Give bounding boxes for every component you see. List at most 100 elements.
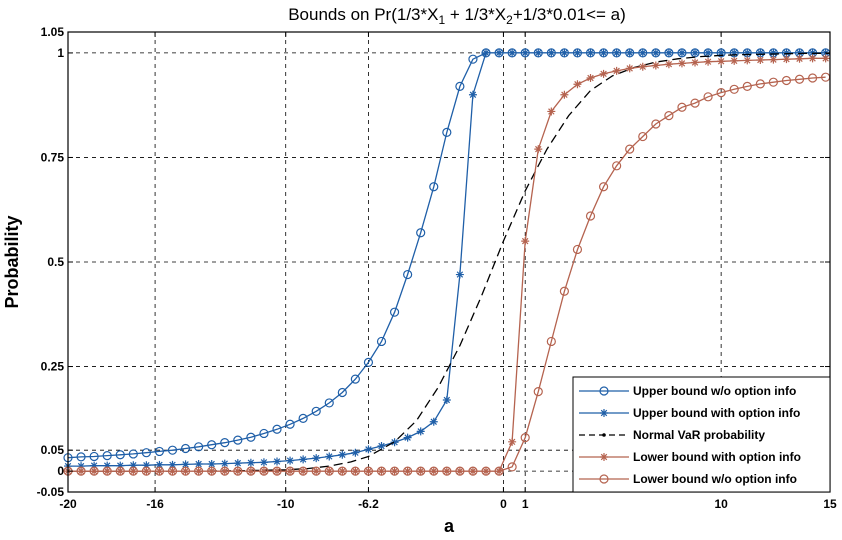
data-point	[560, 48, 569, 57]
data-point	[155, 460, 164, 469]
data-point	[272, 466, 282, 476]
data-point	[704, 48, 713, 57]
data-point	[651, 48, 660, 57]
data-point	[598, 182, 609, 192]
series-layer	[63, 48, 831, 476]
data-point	[141, 448, 151, 458]
data-point	[546, 336, 556, 347]
y-tick-label: 0.5	[47, 255, 64, 269]
y-axis-label: Probability	[2, 215, 22, 308]
data-point	[651, 61, 660, 70]
data-point	[299, 455, 308, 464]
data-point	[376, 466, 387, 476]
data-point	[116, 461, 125, 470]
data-point	[612, 66, 621, 75]
data-point	[429, 417, 438, 426]
data-point	[638, 48, 647, 57]
data-point	[285, 419, 295, 429]
data-point	[207, 466, 217, 476]
data-point	[586, 48, 595, 57]
data-point	[337, 466, 347, 476]
legend-label: Lower bound with option info	[633, 450, 801, 464]
data-point	[363, 466, 374, 476]
data-point	[154, 466, 165, 476]
x-tick-label: 15	[823, 497, 837, 511]
data-point	[220, 466, 230, 476]
data-point	[154, 446, 165, 457]
data-point	[129, 461, 138, 470]
data-point	[481, 466, 491, 476]
data-point	[585, 211, 596, 221]
data-point	[782, 48, 791, 57]
data-point	[181, 460, 190, 469]
title-text: + 1/3*X	[445, 5, 506, 24]
data-point	[703, 92, 713, 102]
data-point	[468, 54, 478, 64]
data-point	[286, 456, 295, 465]
data-point	[768, 77, 778, 87]
data-point	[442, 127, 452, 137]
data-point	[350, 374, 360, 384]
legend-marker	[600, 453, 608, 461]
legend: Upper bound w/o option info Upper bound w…	[572, 376, 831, 493]
data-point	[730, 56, 739, 65]
data-point	[691, 58, 700, 67]
data-point	[494, 466, 504, 476]
data-point	[364, 445, 373, 454]
data-point	[416, 228, 426, 238]
title-text: +1/3*0.01<= a)	[513, 5, 626, 24]
data-point	[743, 56, 752, 65]
data-point	[168, 460, 177, 469]
data-point	[573, 80, 582, 89]
data-point	[76, 466, 86, 476]
data-point	[729, 84, 739, 94]
legend-marker	[599, 474, 609, 484]
data-point	[246, 458, 255, 467]
data-point	[560, 90, 569, 99]
data-point	[781, 75, 792, 86]
data-point	[298, 466, 308, 476]
data-point	[573, 48, 582, 57]
data-point	[534, 145, 543, 154]
y-tick-label: 0.25	[41, 360, 65, 374]
data-point	[730, 48, 739, 57]
data-point	[180, 443, 191, 454]
data-point	[521, 237, 530, 246]
data-point	[377, 442, 386, 450]
data-point	[455, 466, 465, 476]
data-point	[533, 387, 543, 397]
legend-marker	[599, 386, 609, 396]
data-point	[389, 466, 400, 476]
data-point	[389, 307, 400, 317]
data-point	[220, 459, 229, 468]
legend-label: Upper bound w/o option info	[633, 384, 796, 398]
data-point	[769, 55, 778, 64]
data-point	[403, 433, 412, 442]
legend-label: Normal VaR probability	[633, 428, 765, 442]
data-point	[807, 73, 818, 83]
chart-title: Bounds on Pr(1/3*X1 + 1/3*X2+1/3*0.01<= …	[288, 5, 626, 27]
data-point	[167, 445, 178, 455]
data-point	[508, 48, 517, 57]
x-tick-label: 0	[500, 497, 507, 511]
data-point	[350, 466, 360, 476]
data-point	[324, 398, 334, 408]
data-point	[76, 452, 86, 462]
title-subscript: 2	[506, 13, 513, 27]
data-point	[638, 62, 647, 71]
data-point	[782, 55, 791, 64]
x-tick-label: 10	[714, 497, 728, 511]
data-point	[298, 413, 308, 423]
y-tick-label: 0	[57, 464, 64, 478]
data-point	[429, 182, 439, 192]
data-point	[128, 466, 138, 476]
series-4	[63, 72, 831, 476]
data-point	[167, 466, 178, 476]
data-point	[90, 461, 99, 470]
data-point	[390, 438, 399, 447]
data-point	[677, 59, 686, 68]
data-point	[128, 449, 138, 459]
x-tick-label: -16	[146, 497, 164, 511]
legend-label: Upper bound with option info	[633, 406, 800, 420]
data-point	[677, 102, 687, 112]
